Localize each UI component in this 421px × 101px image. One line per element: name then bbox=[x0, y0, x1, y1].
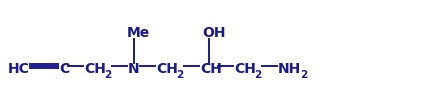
Text: CH: CH bbox=[200, 62, 222, 76]
Text: HC: HC bbox=[8, 62, 30, 76]
Text: CH: CH bbox=[156, 62, 178, 76]
Text: OH: OH bbox=[202, 26, 226, 40]
Text: 2: 2 bbox=[300, 70, 307, 80]
Text: CH: CH bbox=[234, 62, 256, 76]
Text: 2: 2 bbox=[104, 70, 111, 80]
Text: Me: Me bbox=[127, 26, 150, 40]
Text: CH: CH bbox=[84, 62, 106, 76]
Text: NH: NH bbox=[278, 62, 301, 76]
Text: 2: 2 bbox=[254, 70, 261, 80]
Text: N: N bbox=[128, 62, 140, 76]
Text: C: C bbox=[59, 62, 69, 76]
Text: 2: 2 bbox=[176, 70, 183, 80]
